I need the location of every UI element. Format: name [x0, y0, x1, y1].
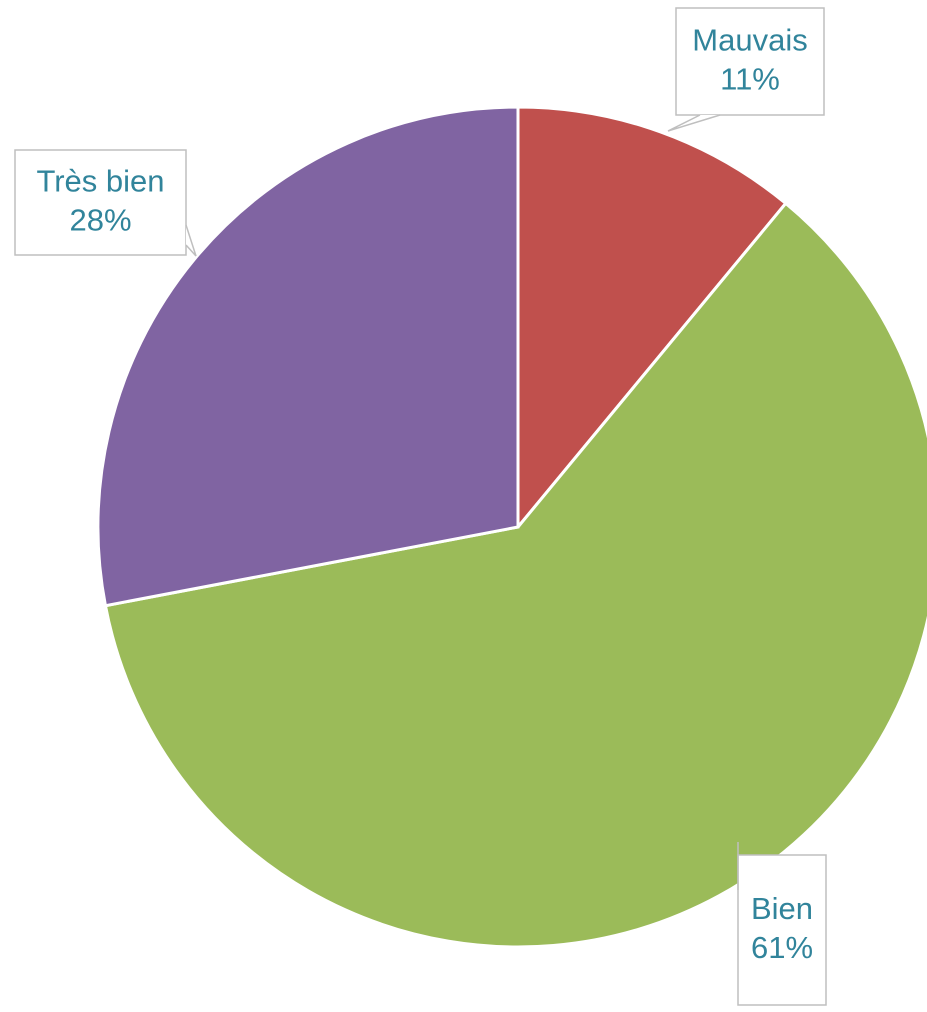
slice-label: Mauvais: [692, 23, 807, 58]
pie-slice: [516, 105, 788, 532]
pie-slice: [103, 201, 927, 949]
label-box: [14, 149, 187, 256]
label-box: [737, 854, 827, 1006]
slice-label: Bien: [751, 891, 813, 926]
label-pointer: [667, 114, 721, 132]
value-label: 61%: [751, 930, 813, 965]
value-label: 11%: [720, 62, 780, 97]
pie-slice: [96, 105, 520, 608]
label-pointer: [185, 224, 197, 257]
label-box: [675, 7, 825, 116]
value-label: 28%: [69, 203, 131, 238]
slice-label: Très bien: [36, 164, 164, 199]
